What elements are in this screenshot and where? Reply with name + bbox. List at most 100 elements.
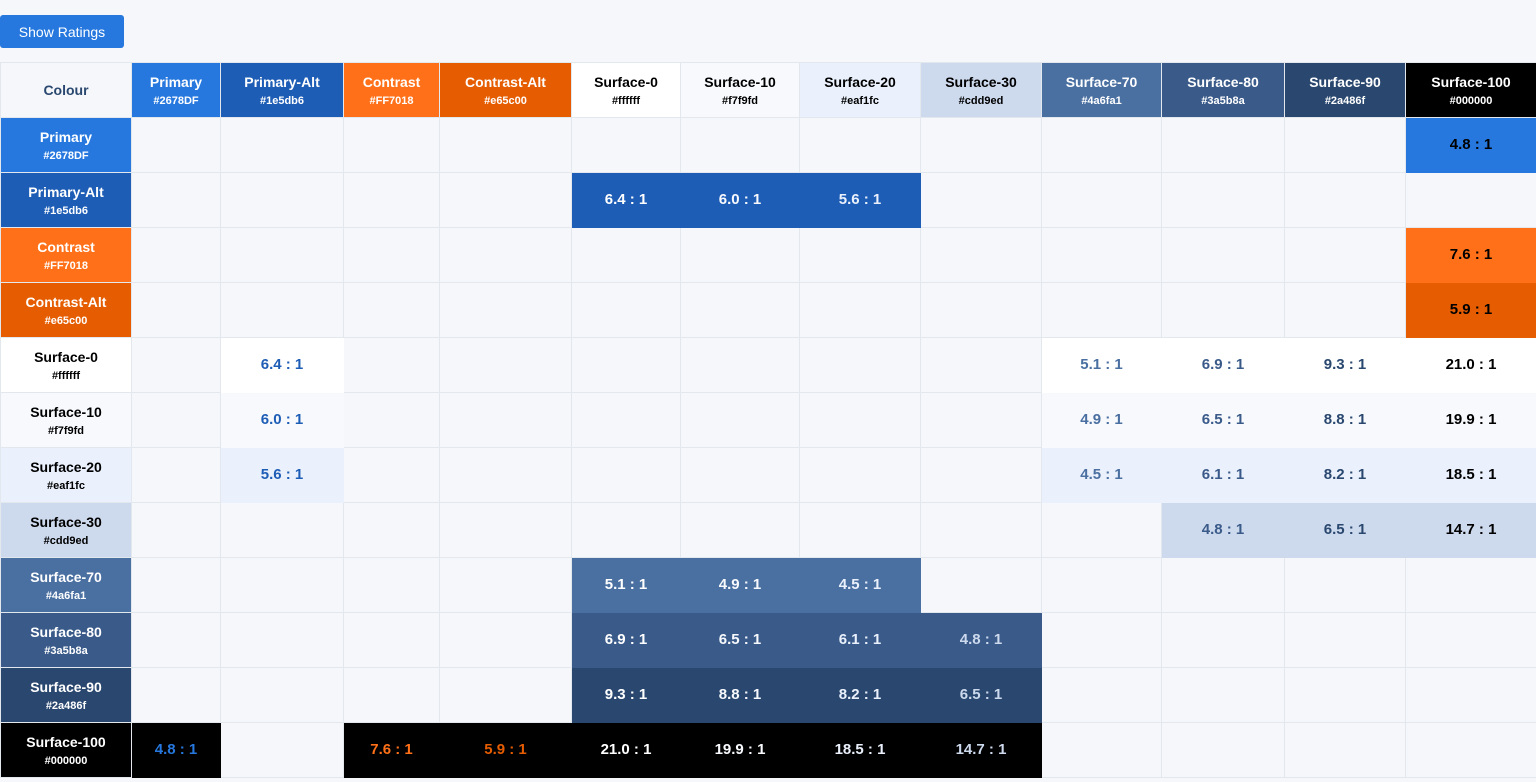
- column-header: Surface-30 #cdd9ed: [920, 62, 1042, 118]
- ratio-cell: [920, 502, 1042, 558]
- ratio-cell: 5.1 : 1: [571, 557, 681, 613]
- ratio-cell: 6.5 : 1: [1161, 392, 1285, 448]
- colour-hex: #f7f9fd: [47, 424, 85, 437]
- ratio-cell: [343, 447, 440, 503]
- ratio-cell: 4.5 : 1: [1041, 447, 1162, 503]
- ratio-cell: [220, 557, 344, 613]
- table-row: Surface-80 #3a5b8a 6.9 : 1 6.5 : 1 6.1 : 1 4.…: [0, 612, 1536, 668]
- colour-name: Primary-Alt: [244, 73, 320, 90]
- colour-name: Surface-20: [30, 458, 102, 475]
- ratio-cell: [799, 337, 921, 393]
- contrast-ratio: 6.5 : 1: [1323, 521, 1367, 538]
- ratio-cell: 4.8 : 1: [1161, 502, 1285, 558]
- ratio-cell: [1284, 722, 1406, 778]
- ratio-cell: [799, 282, 921, 338]
- column-header: Surface-70 #4a6fa1: [1041, 62, 1162, 118]
- ratio-cell: [343, 667, 440, 723]
- contrast-ratio: 8.2 : 1: [838, 686, 882, 703]
- contrast-ratio: 21.0 : 1: [1445, 356, 1497, 373]
- ratio-cell: [131, 172, 221, 228]
- row-header: Surface-90 #2a486f: [0, 667, 132, 723]
- contrast-ratio: 8.8 : 1: [718, 686, 762, 703]
- corner-header: Colour: [0, 62, 132, 118]
- colour-name: Surface-20: [824, 73, 896, 90]
- column-header: Surface-10 #f7f9fd: [680, 62, 800, 118]
- ratio-cell: 14.7 : 1: [920, 722, 1042, 778]
- ratio-cell: 21.0 : 1: [1405, 337, 1536, 393]
- colour-hex: #2a486f: [1324, 94, 1366, 107]
- colour-hex: #3a5b8a: [1201, 94, 1245, 107]
- contrast-ratio: 6.9 : 1: [604, 631, 648, 648]
- ratio-cell: 4.8 : 1: [1405, 117, 1536, 173]
- ratio-cell: [571, 502, 681, 558]
- column-header: Surface-0 #ffffff: [571, 62, 681, 118]
- contrast-ratio: 7.6 : 1: [1449, 246, 1493, 263]
- colour-name: Surface-10: [704, 73, 776, 90]
- ratio-cell: 4.9 : 1: [1041, 392, 1162, 448]
- ratio-cell: [571, 447, 681, 503]
- ratio-cell: 6.5 : 1: [920, 667, 1042, 723]
- row-header: Surface-20 #eaf1fc: [0, 447, 132, 503]
- column-header: Primary-Alt #1e5db6: [220, 62, 344, 118]
- ratio-cell: [1284, 282, 1406, 338]
- ratio-cell: [439, 392, 572, 448]
- ratio-cell: 6.5 : 1: [1284, 502, 1406, 558]
- contrast-ratio: 6.9 : 1: [1201, 356, 1245, 373]
- ratio-cell: [920, 282, 1042, 338]
- colour-hex: #e65c00: [484, 94, 527, 107]
- ratio-cell: [439, 557, 572, 613]
- ratio-cell: [1405, 612, 1536, 668]
- ratio-cell: [1041, 172, 1162, 228]
- show-ratings-button[interactable]: Show Ratings: [0, 15, 124, 48]
- contrast-ratio: 4.8 : 1: [1201, 521, 1245, 538]
- ratio-cell: [1161, 557, 1285, 613]
- ratio-cell: [1041, 722, 1162, 778]
- ratio-cell: [920, 557, 1042, 613]
- ratio-cell: [439, 172, 572, 228]
- ratio-cell: [799, 502, 921, 558]
- ratio-cell: [799, 392, 921, 448]
- contrast-ratio: 4.5 : 1: [1080, 466, 1123, 483]
- ratio-cell: [1041, 667, 1162, 723]
- colour-name: Surface-30: [30, 513, 102, 530]
- contrast-ratio: 19.9 : 1: [714, 741, 766, 758]
- contrast-ratio: 5.6 : 1: [838, 191, 882, 208]
- contrast-ratio: 21.0 : 1: [600, 741, 652, 758]
- ratio-cell: 8.2 : 1: [799, 667, 921, 723]
- table-row: Surface-0 #ffffff 6.4 : 1 5.1 : 1 6.9 : 1 9.3…: [0, 337, 1536, 393]
- contrast-ratio: 18.5 : 1: [834, 741, 886, 758]
- ratio-cell: 9.3 : 1: [1284, 337, 1406, 393]
- ratio-cell: 19.9 : 1: [1405, 392, 1536, 448]
- ratio-cell: [571, 337, 681, 393]
- colour-hex: #3a5b8a: [44, 644, 88, 657]
- ratio-cell: [1041, 612, 1162, 668]
- ratio-cell: [220, 722, 344, 778]
- ratio-cell: [439, 502, 572, 558]
- ratio-cell: [1405, 667, 1536, 723]
- ratio-cell: [439, 337, 572, 393]
- ratio-cell: 6.1 : 1: [1161, 447, 1285, 503]
- row-header: Surface-30 #cdd9ed: [0, 502, 132, 558]
- ratio-cell: [220, 282, 344, 338]
- colour-name: Surface-90: [1309, 73, 1381, 90]
- row-header: Surface-70 #4a6fa1: [0, 557, 132, 613]
- ratio-cell: [439, 612, 572, 668]
- contrast-ratio: 6.0 : 1: [718, 191, 762, 208]
- ratio-cell: 5.6 : 1: [799, 172, 921, 228]
- ratio-cell: [680, 117, 800, 173]
- ratio-cell: [1161, 282, 1285, 338]
- colour-hex: #cdd9ed: [43, 534, 89, 547]
- colour-hex: #4a6fa1: [45, 589, 87, 602]
- ratio-cell: 4.8 : 1: [131, 722, 221, 778]
- colour-hex: #2678DF: [43, 149, 89, 162]
- ratio-cell: [343, 392, 440, 448]
- ratio-cell: [439, 667, 572, 723]
- ratio-cell: [220, 502, 344, 558]
- table-row: Contrast #FF7018 7.6 : 1: [0, 227, 1536, 283]
- ratio-cell: [131, 667, 221, 723]
- ratio-cell: 6.4 : 1: [571, 172, 681, 228]
- ratio-cell: 4.8 : 1: [920, 612, 1042, 668]
- ratio-cell: [571, 392, 681, 448]
- ratio-cell: [343, 557, 440, 613]
- row-header: Surface-10 #f7f9fd: [0, 392, 132, 448]
